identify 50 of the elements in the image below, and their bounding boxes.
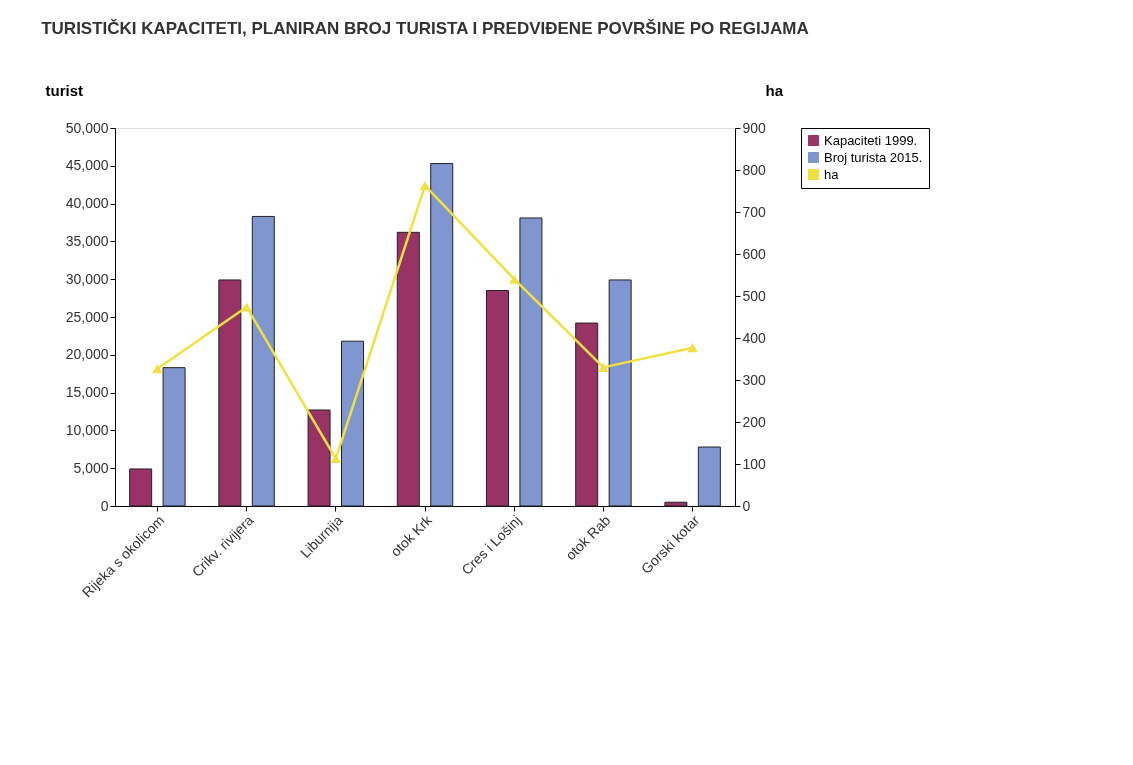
bar [341,340,365,507]
y-tick-label: 20,000 [65,346,109,363]
point [241,302,252,312]
bar [697,446,721,507]
y2-tick-label: 500 [742,287,767,304]
y-tick-label: 40,000 [65,195,109,212]
bar [430,163,454,507]
y2-tick-label: 900 [742,119,767,136]
point [330,454,342,464]
y2-tick-label: 600 [742,245,767,262]
y2-tick-label: 700 [742,203,767,220]
y-tick-label: 5,000 [73,459,109,476]
bar [519,217,543,507]
bar [307,409,331,507]
bar [664,501,688,507]
y-tick-label: 50,000 [65,119,109,136]
y-tick-label: 10,000 [65,421,109,438]
bar [251,215,275,507]
y2-tick-label: 100 [742,455,767,472]
y-axis-title: turist [45,81,83,99]
y-tick-label: 45,000 [65,157,109,174]
bar [129,468,153,507]
x-tick-label: otok Rab [562,511,614,564]
bar [485,290,509,507]
bar [218,279,242,507]
y2-tick-label: 400 [742,329,767,346]
y2-tick-label: 800 [742,161,767,178]
y-tick-label: 35,000 [65,232,109,249]
bar [162,367,186,507]
point [687,343,698,353]
chart-title: TURISTIČKI KAPACITETI, PLANIRAN BROJ TURISTA I PREDVIĐENE POVRŠINE PO REGIJAMA [41,19,809,38]
bar [608,279,632,507]
legend-label: Kapaciteti 1999. [824,132,918,148]
legend-label: Broj turista 2015. [824,149,923,165]
legend-label: ha [824,166,840,182]
y-tick-label: 15,000 [65,384,109,401]
bar [396,231,420,507]
y2-tick-label: 300 [742,371,767,388]
bar [575,322,599,507]
point [152,364,163,374]
point [419,181,431,191]
y-tick-label: 0 [100,497,109,514]
y2-tick-label: 0 [742,497,751,514]
x-tick-label: otok Krk [387,511,436,560]
point [598,362,609,372]
y2-tick-label: 200 [742,413,767,430]
y-tick-label: 25,000 [65,308,109,325]
y2-axis-title: ha [765,81,784,99]
point [508,274,520,284]
y-tick-label: 30,000 [65,270,109,287]
